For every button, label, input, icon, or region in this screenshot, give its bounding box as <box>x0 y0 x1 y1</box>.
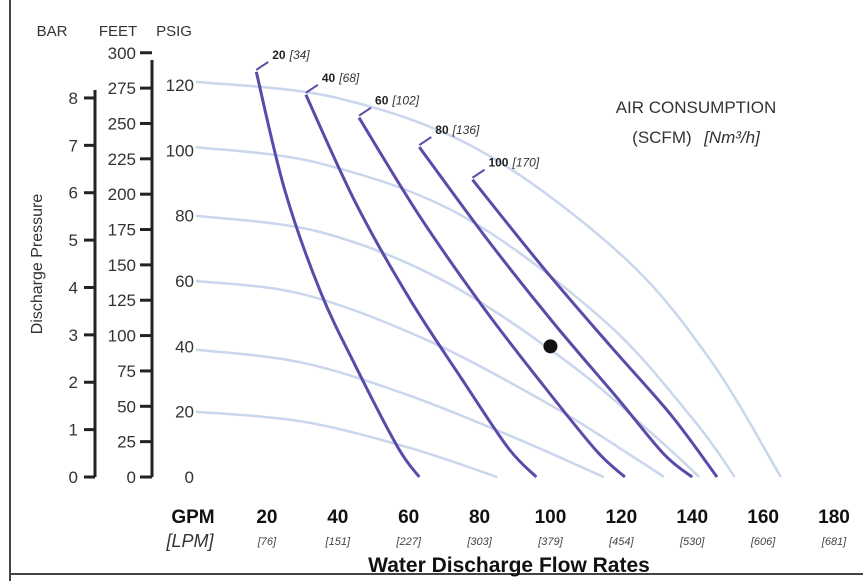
feet-tick-label: 225 <box>108 150 136 169</box>
air-consumption-title: AIR CONSUMPTION <box>616 98 777 117</box>
x-axis-ticks: 20 [76] 40 [151] 60 [227] 80 [303] 100 [379] 120 [4… <box>256 507 850 548</box>
psig-axis-unit: PSIG <box>156 23 192 40</box>
bar-tick-label: 7 <box>69 136 78 155</box>
air-curve-label-metric: [34] <box>289 48 311 62</box>
curve-label-leader <box>255 61 269 71</box>
iso-line <box>195 145 736 478</box>
psig-tick-label: 20 <box>175 403 194 422</box>
feet-tick-label: 25 <box>117 433 136 452</box>
x-tick-gpm-label: 40 <box>327 507 348 528</box>
feet-tick-label: 150 <box>108 256 136 275</box>
air-curve-group: 20 [34] 40 [68] 60 [102] 80 [136] 100 [170] <box>254 48 719 479</box>
feet-tick-label: 175 <box>108 221 136 240</box>
psig-tick-label: 0 <box>185 468 194 487</box>
x-tick-lpm-label: [303] <box>466 536 492 548</box>
air-curve-label-scfm: 60 <box>375 94 389 108</box>
psig-tick-label: 100 <box>166 141 194 160</box>
bar-tick-label: 3 <box>69 326 78 345</box>
x-tick-gpm-label: 160 <box>747 507 779 528</box>
x-tick-lpm-label: [227] <box>395 536 421 548</box>
x-tick-gpm-label: 80 <box>469 507 490 528</box>
air-consumption-units-line: (SCFM) [Nm³/h] <box>632 128 761 147</box>
x-tick-lpm-label: [76] <box>257 536 277 548</box>
bar-tick-label: 8 <box>69 89 78 108</box>
air-curve-label-scfm: 100 <box>488 156 508 170</box>
air-curve-label: 100 [170] <box>488 156 539 170</box>
x-tick-lpm-label: [681] <box>821 536 847 548</box>
air-consumption-metric-unit: [Nm³/h] <box>703 128 761 147</box>
air-curve-label: 20 [34] <box>272 48 310 62</box>
air-curve-label-metric: [102] <box>391 94 419 108</box>
bar-tick-label: 1 <box>69 421 78 440</box>
curve-label-leader <box>305 83 319 94</box>
feet-tick-label: 250 <box>108 114 136 133</box>
bar-tick-label: 5 <box>69 231 78 250</box>
psig-tick-label: 120 <box>166 76 194 95</box>
air-consumption-scfm: (SCFM) <box>632 128 691 147</box>
x-tick-lpm-label: [530] <box>679 536 705 548</box>
bar-tick-label: 0 <box>69 468 78 487</box>
air-curve-40-scfm <box>304 94 538 479</box>
bar-axis-unit: BAR <box>37 23 68 40</box>
iso-line <box>195 80 782 478</box>
feet-tick-label: 50 <box>117 397 136 416</box>
x-tick-gpm-label: 100 <box>535 507 567 528</box>
feet-axis-unit: FEET <box>99 23 137 40</box>
iso-line <box>195 410 498 479</box>
air-curve-label: 40 [68] <box>322 71 360 85</box>
air-curve-label-metric: [68] <box>338 71 360 85</box>
bar-axis-ticks: 0 1 2 3 4 5 6 7 8 <box>69 89 95 487</box>
bar-tick-label: 2 <box>69 373 78 392</box>
air-curve-label-scfm: 80 <box>435 123 449 137</box>
x-tick-lpm-label: [379] <box>537 536 563 548</box>
psig-tick-label: 40 <box>175 337 194 356</box>
curve-label-leader <box>471 168 486 179</box>
air-curve-label-metric: [170] <box>511 156 539 170</box>
feet-tick-label: 100 <box>108 327 136 346</box>
iso-line <box>195 279 665 479</box>
iso-line-group <box>195 80 782 479</box>
bar-tick-label: 6 <box>69 184 78 203</box>
y-axis-title: Discharge Pressure <box>29 194 46 335</box>
feet-tick-label: 0 <box>127 468 136 487</box>
feet-tick-label: 125 <box>108 291 136 310</box>
x-tick-lpm-label: [151] <box>325 536 351 548</box>
x-tick-gpm-label: 180 <box>818 507 850 528</box>
psig-axis-ticks: 0 20 40 60 80 100 120 <box>166 76 194 487</box>
feet-tick-label: 300 <box>108 44 136 63</box>
air-curve-60-scfm <box>357 116 626 479</box>
feet-tick-label: 275 <box>108 79 136 98</box>
x-tick-gpm-label: 60 <box>398 507 419 528</box>
psig-tick-label: 80 <box>175 207 194 226</box>
air-curve-label-scfm: 40 <box>322 71 336 85</box>
feet-axis-ticks: 0 25 50 75 100 125 150 175 200 225 250 275 300 <box>108 44 152 487</box>
feet-tick-label: 200 <box>108 185 136 204</box>
air-curve-label: 80 [136] <box>435 123 480 137</box>
feet-tick-label: 75 <box>117 362 136 381</box>
curve-label-leader <box>358 106 372 117</box>
iso-line <box>195 348 605 479</box>
x-tick-lpm-label: [606] <box>750 536 776 548</box>
curve-label-leader <box>418 136 432 146</box>
air-curve-80-scfm <box>418 146 694 479</box>
air-curve-100-scfm <box>471 178 719 478</box>
air-curve-label-scfm: 20 <box>272 48 286 62</box>
air-curve-label: 60 [102] <box>375 94 420 108</box>
x-tick-gpm-label: 120 <box>605 507 637 528</box>
air-curve-label-metric: [136] <box>452 123 480 137</box>
air-curve-20-scfm <box>254 71 421 478</box>
lpm-unit-heading: [LPM] <box>165 531 214 551</box>
bar-tick-label: 4 <box>69 278 78 297</box>
psig-tick-label: 60 <box>175 272 194 291</box>
x-tick-gpm-label: 140 <box>676 507 708 528</box>
x-tick-lpm-label: [454] <box>608 536 634 548</box>
x-tick-gpm-label: 20 <box>256 507 277 528</box>
operating-point-marker <box>543 339 558 354</box>
x-axis-title: Water Discharge Flow Rates <box>368 554 650 577</box>
gpm-unit-heading: GPM <box>171 507 214 528</box>
